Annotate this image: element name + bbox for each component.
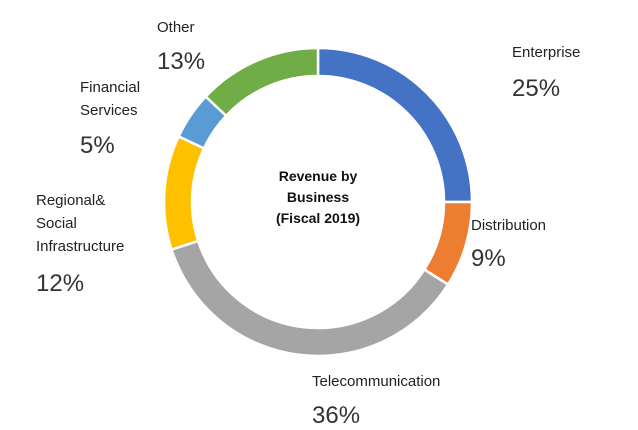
slices-group — [162, 46, 474, 358]
slice-percent-telecommunication: 36% — [312, 402, 360, 429]
slice-label-financial-services-line-2: Services — [80, 102, 138, 119]
slice-label-telecommunication-line-1: Telecommunication — [312, 373, 440, 390]
slice-label-financial-services-line-1: Financial — [80, 79, 140, 96]
slice-label-distribution-line-1: Distribution — [471, 217, 546, 234]
slice-regional-social-infrastructure — [162, 134, 206, 252]
slice-label-enterprise-line-1: Enterprise — [512, 44, 580, 61]
center-title-line-3: (Fiscal 2019) — [276, 210, 360, 226]
slice-label-regional-social-infrastructure-line-3: Infrastructure — [36, 238, 124, 255]
slice-label-other-line-1: Other — [157, 19, 195, 36]
center-title-line-2: Business — [287, 189, 349, 205]
slice-percent-regional-social-infrastructure: 12% — [36, 270, 84, 297]
slice-percent-financial-services: 5% — [80, 132, 115, 159]
slice-telecommunication — [169, 239, 450, 358]
labels-group: Enterprise 25% Distribution 9% Telecommunica… — [36, 19, 580, 429]
center-title-line-1: Revenue by — [279, 168, 358, 184]
slice-label-regional-social-infrastructure-line-2: Social — [36, 215, 77, 232]
slice-percent-enterprise: 25% — [512, 75, 560, 102]
slice-distribution — [422, 200, 474, 287]
slice-other — [203, 46, 320, 118]
slice-percent-distribution: 9% — [471, 245, 506, 272]
slice-label-regional-social-infrastructure-line-1: Regional& — [36, 192, 105, 209]
slice-percent-other: 13% — [157, 48, 205, 75]
